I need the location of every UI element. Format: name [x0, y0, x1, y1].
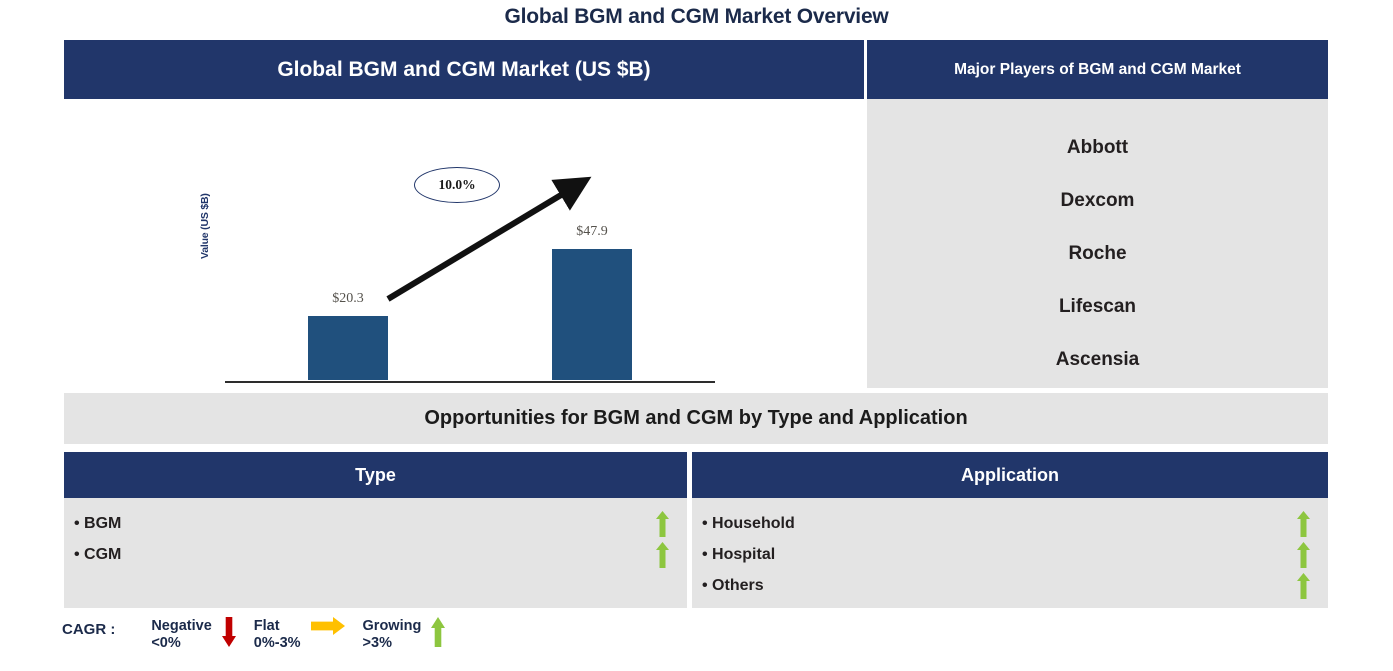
x-axis-line [225, 381, 715, 383]
application-table-header: Application [692, 452, 1328, 498]
major-players-panel: Major Players of BGM and CGM Market Abbo… [867, 40, 1328, 388]
legend-entry-negative: Negative <0% [151, 613, 245, 652]
bar-2026 [308, 316, 388, 380]
row-label: • BGM [74, 514, 122, 532]
cagr-callout-badge: 10.0% [414, 167, 500, 203]
list-item: Ascensia [1055, 349, 1140, 370]
list-item: Roche [1068, 243, 1127, 264]
arrow-up-green-icon [656, 510, 669, 537]
arrow-down-red-icon [221, 617, 236, 647]
bar-value-2026: $20.3 [332, 291, 364, 306]
list-item: Lifescan [1058, 296, 1137, 317]
bar-chart: Value (US $B) 10.0% $20.3 $47.9 2026 203… [64, 99, 864, 440]
legend-negative-text: Negative <0% [151, 618, 211, 652]
application-table-body: • Household • Hospital • Others [692, 498, 1328, 601]
legend-entry-growing: Growing >3% [363, 613, 456, 652]
table-row: • Others [692, 570, 1328, 601]
players-panel-header: Major Players of BGM and CGM Market [867, 40, 1328, 99]
arrow-right-yellow-icon [310, 617, 345, 635]
arrow-up-green-icon [431, 617, 446, 647]
type-table-header: Type [64, 452, 687, 498]
cagr-growth-arrow-icon [386, 176, 592, 302]
legend-entry-flat: Flat 0%-3% [254, 613, 355, 652]
cagr-legend: CAGR : Negative <0% Flat 0%-3% Growing >… [62, 613, 463, 665]
row-label: • CGM [74, 545, 122, 563]
arrow-up-green-icon [1297, 572, 1310, 599]
type-table-body: • BGM • CGM [64, 498, 687, 570]
row-label: • Household [702, 514, 795, 532]
legend-flat-label: Flat [253, 618, 280, 634]
legend-negative-label: Negative [151, 618, 212, 634]
arrow-up-green-icon [1297, 541, 1310, 568]
legend-negative-range: <0% [151, 635, 181, 651]
legend-flat-range: 0%-3% [253, 635, 301, 651]
legend-flat-text: Flat 0%-3% [254, 618, 301, 652]
legend-growing-label: Growing [362, 618, 422, 634]
application-table: Application • Household • Hospital • Oth… [692, 452, 1328, 608]
row-label: • Hospital [702, 545, 776, 563]
arrow-up-green-icon [656, 541, 669, 568]
legend-growing-range: >3% [362, 635, 392, 651]
chart-panel-header: Global BGM and CGM Market (US $B) [64, 40, 864, 99]
list-item: Dexcom [1060, 190, 1135, 211]
players-list: Abbott Dexcom Roche Lifescan Ascensia [867, 99, 1328, 388]
cagr-legend-title: CAGR : [62, 621, 116, 638]
table-row: • BGM [64, 508, 687, 539]
table-row: • CGM [64, 539, 687, 570]
y-axis-label: Value (US $B) [199, 193, 211, 259]
type-table: Type • BGM • CGM [64, 452, 687, 608]
bar-2035 [552, 249, 632, 380]
arrow-up-green-icon [1297, 510, 1310, 537]
table-row: • Hospital [692, 539, 1328, 570]
page-title: Global BGM and CGM Market Overview [504, 5, 889, 28]
list-item: Abbott [1066, 137, 1129, 158]
table-row: • Household [692, 508, 1328, 539]
legend-growing-text: Growing >3% [363, 618, 422, 652]
market-chart-panel: Global BGM and CGM Market (US $B) Value … [64, 40, 864, 440]
bar-value-2035: $47.9 [576, 224, 608, 239]
opportunities-band-title: Opportunities for BGM and CGM by Type an… [64, 393, 1328, 444]
row-label: • Others [702, 576, 764, 594]
